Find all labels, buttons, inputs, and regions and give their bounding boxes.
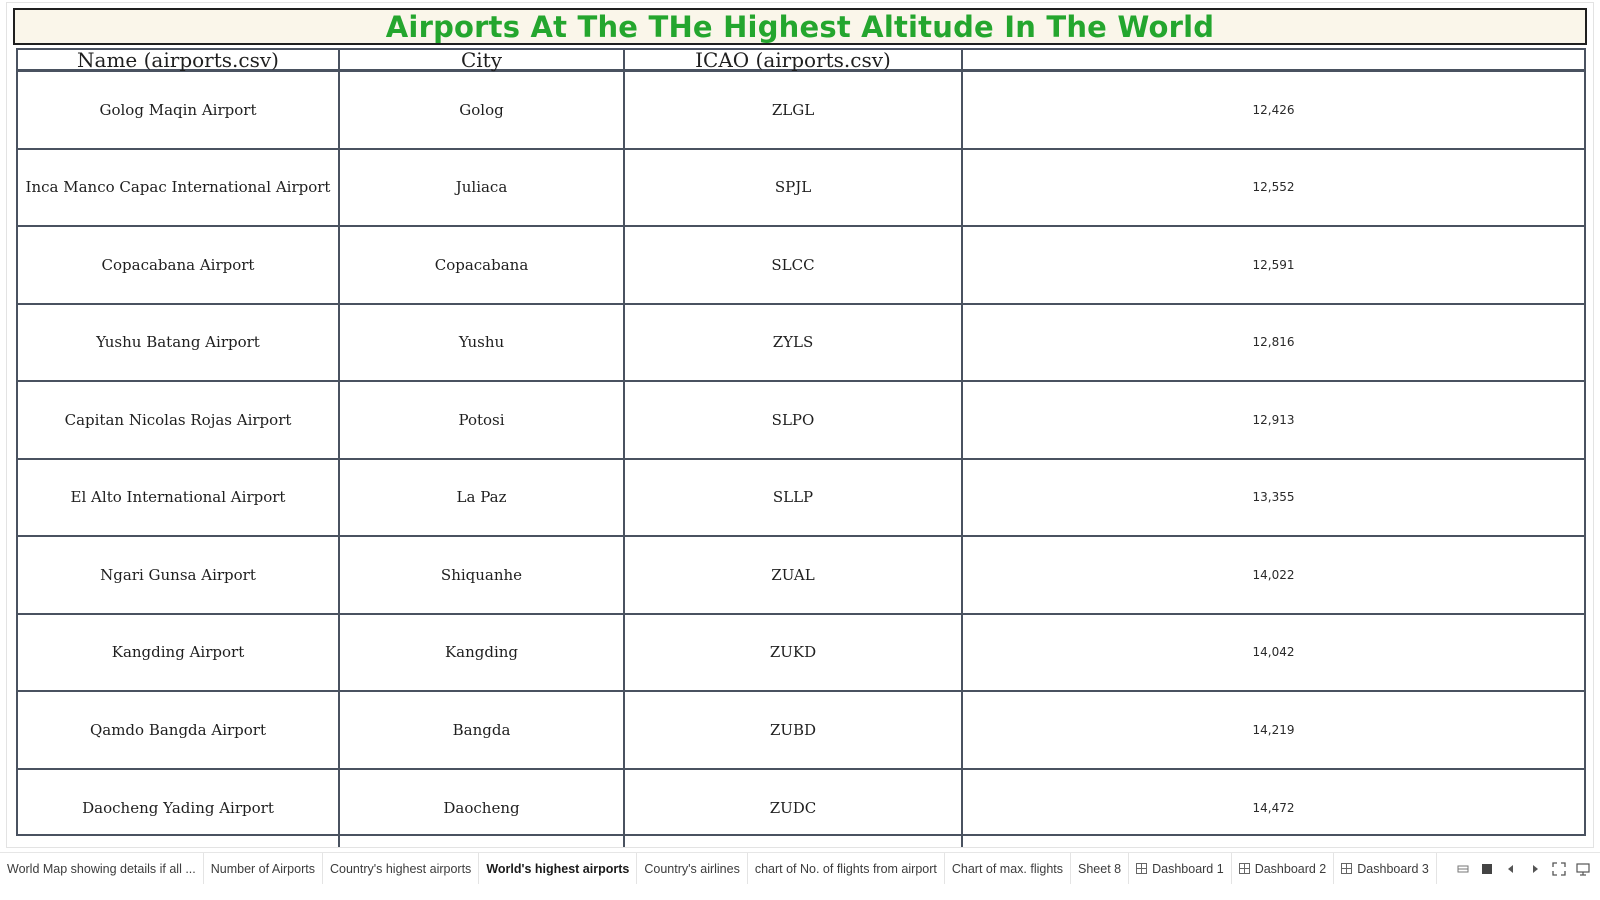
cell-altitude[interactable]: 13,355 — [1252, 490, 1295, 505]
cell-icao[interactable]: ZYLS — [625, 304, 963, 380]
tab-sheet-8[interactable]: Sheet 8 — [1071, 853, 1130, 884]
scroll-left-icon[interactable] — [1504, 862, 1518, 876]
cell-icao[interactable]: SLPO — [625, 382, 963, 458]
column-header-name[interactable]: Name (airports.csv) — [18, 50, 340, 70]
sheet-tabs: World Map showing details if all ... Numb… — [0, 853, 1437, 884]
table-row: Copacabana Airport Copacabana SLCC 12,591 — [18, 227, 1584, 305]
cell-altitude[interactable]: 14,472 — [1252, 801, 1295, 816]
cell-city[interactable]: Juliaca — [340, 149, 625, 225]
column-header-icao[interactable]: ICAO (airports.csv) — [625, 50, 963, 70]
cell-airport-name[interactable]: Copacabana Airport — [18, 227, 340, 303]
tab-number-of-airports[interactable]: Number of Airports — [204, 853, 323, 884]
cell-airport-name[interactable]: Ngari Gunsa Airport — [18, 537, 340, 613]
tab-label: Chart of max. flights — [951, 861, 1064, 876]
table-row: Capitan Nicolas Rojas Airport Potosi SLPO 1… — [18, 382, 1584, 460]
show-filmstrip-icon[interactable] — [1456, 862, 1470, 876]
tab-country-s-airlines[interactable]: Country's airlines — [637, 853, 748, 884]
tab-world-map-showing-details-if-all[interactable]: World Map showing details if all ... — [0, 853, 204, 884]
cell-airport-name[interactable]: Capitan Nicolas Rojas Airport — [18, 382, 340, 458]
dashboard-icon — [1136, 863, 1148, 874]
cell-icao[interactable]: ZUBD — [625, 692, 963, 768]
cell-altitude[interactable]: 14,022 — [1252, 567, 1295, 582]
tab-dashboard-2[interactable]: Dashboard 2 — [1232, 853, 1335, 884]
table-row: Yushu Batang Airport Yushu ZYLS 12,816 — [18, 304, 1584, 382]
tab-label: chart of No. of flights from airport — [754, 861, 937, 876]
cell-airport-name[interactable]: Qamdo Bangda Airport — [18, 692, 340, 768]
table-row: Ngari Gunsa Airport Shiquanhe ZUAL 14,022 — [18, 537, 1584, 615]
dashboard-icon — [1341, 863, 1353, 874]
cell-airport-name[interactable]: Yushu Batang Airport — [18, 304, 340, 380]
title-bar: Airports At The THe Highest Altitude In … — [13, 8, 1587, 45]
tab-world-s-highest-airports[interactable]: World's highest airports — [479, 853, 638, 884]
cell-city[interactable]: Bangda — [340, 692, 625, 768]
tab-label: Dashboard 3 — [1357, 861, 1429, 876]
cell-icao[interactable]: ZUKD — [625, 614, 963, 690]
tab-label: World's highest airports — [486, 861, 630, 876]
table-header-row: Name (airports.csv) City ICAO (airports.… — [18, 50, 1584, 72]
sheet-tab-bar: World Map showing details if all ... Numb… — [0, 852, 1600, 884]
column-header-city[interactable]: City — [340, 50, 625, 70]
scroll-right-icon[interactable] — [1528, 862, 1542, 876]
fullscreen-icon[interactable] — [1552, 861, 1566, 876]
tab-label: Country's airlines — [644, 861, 740, 876]
cell-altitude[interactable]: 12,591 — [1252, 257, 1295, 272]
cell-city[interactable]: Potosi — [340, 382, 625, 458]
tab-country-s-highest-airports[interactable]: Country's highest airports — [323, 853, 480, 884]
dashboard-icon — [1238, 863, 1250, 874]
cell-city[interactable]: Daocheng — [340, 769, 625, 847]
tab-label: Sheet 8 — [1078, 861, 1122, 876]
cell-airport-name[interactable]: Kangding Airport — [18, 614, 340, 690]
cell-altitude[interactable]: 12,552 — [1252, 180, 1295, 195]
cell-city[interactable]: Kangding — [340, 614, 625, 690]
cell-icao[interactable]: ZUDC — [625, 769, 963, 847]
cell-icao[interactable]: SLCC — [625, 227, 963, 303]
cell-city[interactable]: La Paz — [340, 459, 625, 535]
tab-label: World Map showing details if all ... — [7, 861, 196, 876]
tab-label: Number of Airports — [210, 861, 315, 876]
cell-city[interactable]: Golog — [340, 72, 625, 148]
cell-city[interactable]: Shiquanhe — [340, 537, 625, 613]
tab-label: Dashboard 1 — [1152, 861, 1224, 876]
cell-icao[interactable]: SPJL — [625, 149, 963, 225]
cell-altitude[interactable]: 14,042 — [1252, 645, 1295, 660]
cell-altitude[interactable]: 14,219 — [1252, 722, 1295, 737]
cell-city[interactable]: Yushu — [340, 304, 625, 380]
tab-dashboard-1[interactable]: Dashboard 1 — [1129, 853, 1232, 884]
cell-icao[interactable]: ZLGL — [625, 72, 963, 148]
tab-label: Country's highest airports — [329, 861, 472, 876]
show-sheet-sorter-icon[interactable] — [1480, 862, 1494, 876]
cell-airport-name[interactable]: El Alto International Airport — [18, 459, 340, 535]
cell-icao[interactable]: ZUAL — [625, 537, 963, 613]
tab-controls — [1456, 853, 1600, 884]
tab-dashboard-3[interactable]: Dashboard 3 — [1334, 853, 1437, 884]
tab-chart-of-no-of-flights-from-airport[interactable]: chart of No. of flights from airport — [748, 853, 945, 884]
cell-airport-name[interactable]: Golog Maqin Airport — [18, 72, 340, 148]
cell-city[interactable]: Copacabana — [340, 227, 625, 303]
column-header-altitude[interactable] — [963, 50, 1584, 69]
cell-altitude[interactable]: 12,913 — [1252, 412, 1295, 427]
cell-airport-name[interactable]: Inca Manco Capac International Airport — [18, 149, 340, 225]
table-body: Golog Maqin Airport Golog ZLGL 12,426 Inca M… — [18, 72, 1584, 847]
cell-altitude[interactable]: 12,816 — [1252, 335, 1295, 350]
tab-chart-of-max-flights[interactable]: Chart of max. flights — [945, 853, 1072, 884]
table-row: Golog Maqin Airport Golog ZLGL 12,426 — [18, 72, 1584, 150]
cell-altitude[interactable]: 12,426 — [1252, 102, 1295, 117]
table-row: Kangding Airport Kangding ZUKD 14,042 — [18, 614, 1584, 692]
table-row: Daocheng Yading Airport Daocheng ZUDC 14,47… — [18, 769, 1584, 847]
table-row: El Alto International Airport La Paz SLLP 1… — [18, 459, 1584, 537]
tab-label: Dashboard 2 — [1254, 861, 1327, 876]
data-table: Name (airports.csv) City ICAO (airports.… — [16, 48, 1586, 847]
presentation-mode-icon[interactable] — [1576, 862, 1590, 876]
table-row: Inca Manco Capac International Airport Ju… — [18, 149, 1584, 227]
worksheet-canvas — [6, 2, 1594, 848]
table-row: Qamdo Bangda Airport Bangda ZUBD 14,219 — [18, 692, 1584, 770]
cell-icao[interactable]: SLLP — [625, 459, 963, 535]
page-title: Airports At The THe Highest Altitude In … — [385, 9, 1215, 44]
cell-airport-name[interactable]: Daocheng Yading Airport — [18, 769, 340, 847]
